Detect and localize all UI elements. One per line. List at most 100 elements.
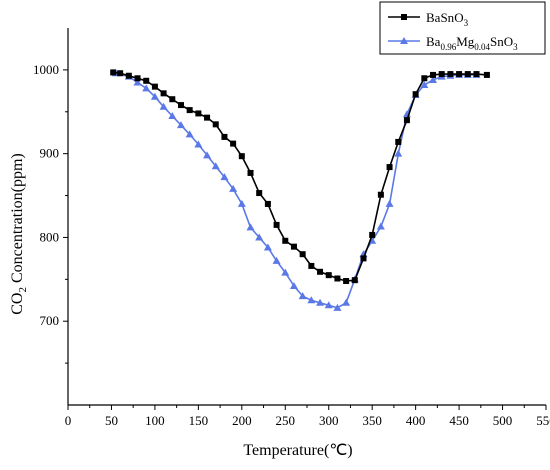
legend-label-part: Ba — [426, 10, 441, 25]
data-point — [255, 233, 264, 241]
data-point — [420, 80, 429, 88]
x-tick-label: 200 — [232, 413, 252, 428]
x-tick-label: 100 — [145, 413, 165, 428]
x-tick-label: 300 — [319, 413, 339, 428]
y-tick-label: 800 — [40, 229, 60, 244]
data-point — [325, 272, 332, 279]
data-point — [256, 190, 263, 197]
legend-label-part: O — [454, 10, 463, 25]
data-point — [290, 243, 297, 250]
data-point — [238, 153, 245, 160]
data-point — [281, 268, 290, 276]
data-point — [134, 75, 141, 82]
y-tick-label: 900 — [40, 146, 60, 161]
data-point — [169, 96, 176, 103]
legend-label-part: 3 — [464, 18, 469, 28]
data-point — [203, 151, 212, 159]
x-tick-label: 150 — [189, 413, 209, 428]
data-point — [334, 275, 341, 282]
data-point — [195, 110, 202, 117]
legend-label-part: 3 — [513, 42, 518, 52]
data-point — [360, 255, 367, 262]
data-point — [273, 221, 280, 228]
data-point — [395, 138, 402, 145]
data-point — [430, 71, 437, 78]
data-point — [377, 191, 384, 198]
data-point — [263, 243, 272, 251]
data-point — [221, 133, 228, 140]
x-tick-label: 0 — [65, 413, 72, 428]
legend-label-part: Sn — [440, 10, 454, 25]
data-point — [342, 298, 351, 306]
data-point — [150, 92, 159, 100]
legend-label-part: Ba — [426, 34, 441, 49]
data-point — [316, 298, 325, 306]
data-point — [412, 91, 419, 98]
data-point — [185, 130, 194, 138]
series-layer — [110, 69, 490, 311]
data-point — [247, 169, 254, 176]
y-axis-label-rest: Concentration(ppm) — [9, 153, 26, 287]
y-tick-label: 1000 — [33, 62, 59, 77]
y-axis-label: CO2 Concentration(ppm) — [9, 153, 29, 314]
data-point — [456, 71, 463, 78]
data-point — [351, 277, 358, 284]
x-tick-label: 350 — [362, 413, 382, 428]
data-point — [220, 173, 229, 181]
data-point — [447, 71, 454, 78]
data-point — [229, 184, 238, 192]
data-point — [177, 102, 184, 109]
x-tick-label: 450 — [449, 413, 469, 428]
legend-label: BaSnO3 — [426, 10, 469, 28]
legend-label-part: SnO — [490, 34, 513, 49]
x-tick-label: 50 — [105, 413, 118, 428]
data-point — [324, 301, 333, 309]
x-tick-label: 500 — [493, 413, 513, 428]
data-point — [160, 90, 167, 97]
legend-box — [379, 1, 546, 55]
data-point — [394, 149, 403, 157]
data-point — [299, 251, 306, 258]
legend-swatch-marker — [400, 37, 408, 44]
data-point — [282, 237, 289, 244]
series-line — [115, 72, 477, 309]
data-point — [151, 83, 158, 90]
data-point — [376, 222, 385, 230]
x-tick-label: 250 — [276, 413, 296, 428]
legend-item: BaSnO3 — [388, 10, 469, 28]
legend-item: Ba0.96Mg0.04SnO3 — [388, 34, 518, 52]
data-point — [142, 84, 151, 92]
data-point — [473, 71, 480, 78]
legend-swatch-marker — [401, 14, 407, 20]
data-point — [438, 71, 445, 78]
data-point — [483, 71, 490, 78]
data-point — [307, 296, 316, 304]
data-point — [333, 303, 342, 311]
data-point — [194, 140, 203, 148]
data-point — [308, 262, 315, 269]
y-axis-label-sub: 2 — [17, 287, 29, 293]
series-1 — [111, 69, 481, 311]
data-point — [429, 75, 438, 83]
data-point — [204, 114, 211, 121]
data-point — [133, 78, 142, 86]
data-point — [125, 72, 132, 79]
data-point — [289, 282, 298, 290]
data-point — [403, 117, 410, 124]
data-point — [211, 162, 220, 170]
legend-label-part: Mg — [456, 34, 475, 49]
data-point — [246, 223, 255, 231]
y-axis-label-main: CO — [9, 293, 26, 315]
data-point — [176, 121, 185, 129]
x-axis: 0 50 100 150 200 250 300 350 400 450 500 550 — [65, 405, 550, 428]
series-0 — [110, 69, 490, 285]
y-tick-label: 700 — [40, 313, 60, 328]
legend-label-part: 0.04 — [474, 42, 490, 52]
data-point — [272, 256, 281, 264]
data-point — [421, 75, 428, 82]
x-axis-label: Temperature(℃) — [243, 442, 352, 459]
data-point — [143, 77, 150, 84]
y-axis: 700 800 900 1000 — [33, 62, 68, 364]
